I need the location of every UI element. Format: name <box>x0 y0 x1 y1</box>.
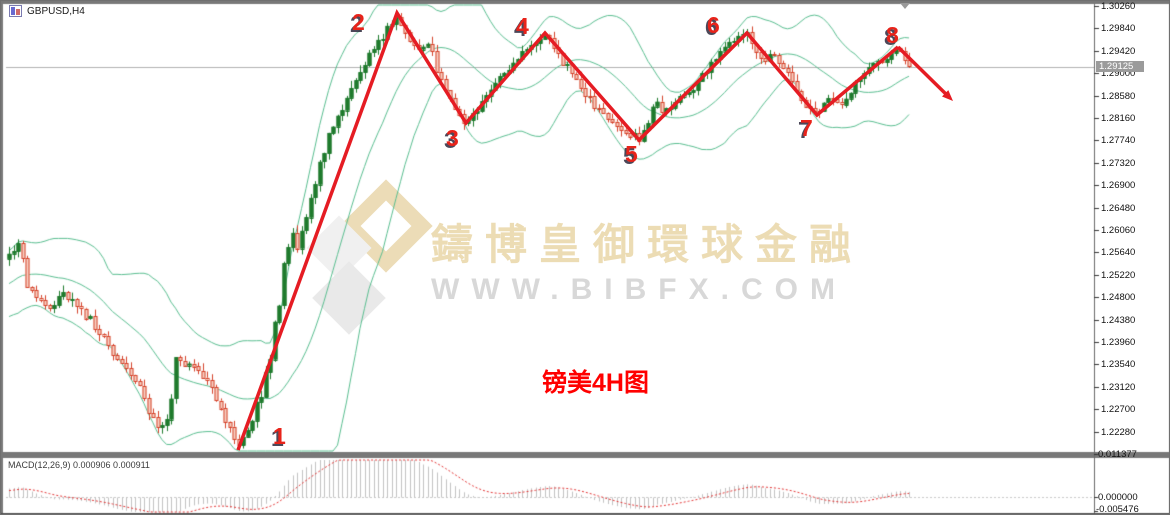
symbol-timeframe-label: GBPUSD,H4 <box>27 6 85 17</box>
wave-number-6: 6 <box>707 11 720 38</box>
price-tick-label: 1.23120 <box>1101 382 1136 393</box>
price-tick-label: 1.22700 <box>1101 404 1136 415</box>
price-tick-label: 1.29840 <box>1101 23 1136 34</box>
wave-number-4: 4 <box>516 12 529 39</box>
price-tick-label: 1.24800 <box>1101 292 1136 303</box>
price-tick-label: 1.23960 <box>1101 337 1136 348</box>
price-tick-label: 1.25220 <box>1101 270 1136 281</box>
wave-number-7: 7 <box>800 115 813 141</box>
price-tick-label: 1.25640 <box>1101 247 1136 258</box>
wave-number-3: 3 <box>446 125 459 151</box>
chart-shift-triangle-icon[interactable] <box>900 3 910 9</box>
price-tick-label: 1.27320 <box>1101 158 1136 169</box>
price-tick-label: 1.28580 <box>1101 91 1136 102</box>
current-price-badge: 1.29125 <box>1096 61 1144 72</box>
price-tick-label: 1.22280 <box>1101 427 1136 438</box>
macd-axis-zero-label: 0.000000 <box>1098 492 1138 503</box>
wave-number-8: 8 <box>886 22 899 48</box>
wave-number-2: 2 <box>352 8 365 35</box>
macd-indicator-label: MACD(12,26,9) 0.000906 0.000911 <box>8 460 150 470</box>
macd-axis-max-label: 0.011377 <box>1098 449 1137 460</box>
chart-symbol-icon <box>9 5 22 17</box>
price-tick-label: 1.26480 <box>1101 203 1136 214</box>
chart-annotation-title: 镑美4H图 <box>542 369 649 397</box>
price-tick-label: 1.28160 <box>1101 113 1136 124</box>
price-tick-label: 1.29420 <box>1101 46 1136 57</box>
wave-number-5: 5 <box>625 141 638 168</box>
price-tick-label: 1.26900 <box>1101 180 1136 191</box>
price-tick-label: 1.30260 <box>1101 1 1136 12</box>
price-tick-label: 1.26060 <box>1101 225 1136 236</box>
price-tick-label: 1.23540 <box>1101 359 1136 370</box>
price-tick-label: 1.24380 <box>1101 315 1136 326</box>
price-tick-label: 1.29000 <box>1101 68 1136 79</box>
macd-axis-min-label: -0.005476 <box>1096 504 1139 515</box>
wave-number-1: 1 <box>273 423 286 450</box>
price-tick-label: 1.27740 <box>1101 135 1136 146</box>
